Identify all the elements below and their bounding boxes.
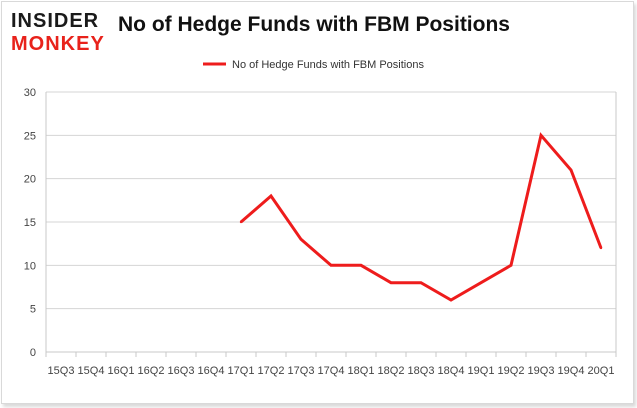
y-tick-label: 10 [24,260,36,272]
y-tick-label: 25 [24,130,36,142]
logo-line-insider: INSIDER [11,10,99,32]
x-tick-label: 18Q2 [378,365,405,377]
x-tick-label: 16Q3 [168,365,195,377]
x-tick-label: 15Q3 [48,365,75,377]
data-point [509,264,513,267]
x-tick-label: 18Q4 [438,365,465,377]
data-point [479,281,483,284]
insider-monkey-logo: INSIDER MONKEY [9,6,119,56]
y-tick-label: 20 [24,174,36,186]
x-tick-label: 17Q4 [318,365,345,377]
data-point [239,220,243,224]
x-tick-label: 19Q3 [528,365,555,377]
y-tick-label: 0 [30,347,36,359]
y-tick-label: 5 [30,304,36,316]
x-tick-label: 15Q4 [78,365,105,377]
chart-title: No of Hedge Funds with FBM Positions [118,13,510,36]
logo-graphic: INSIDER MONKEY [11,10,105,55]
x-tick-label: 19Q1 [468,365,495,377]
data-point [269,194,273,198]
y-tick-label: 15 [24,217,36,229]
legend-label: No of Hedge Funds with FBM Positions [232,59,424,71]
data-point [449,298,453,302]
x-tick-label: 16Q2 [138,365,165,377]
x-tick-label: 17Q2 [258,365,285,377]
data-point [539,134,543,137]
logo-line-monkey: MONKEY [11,33,105,55]
data-point [359,264,363,267]
data-point [389,281,393,284]
x-tick-label: 20Q1 [588,365,615,377]
x-tick-label: 18Q3 [408,365,435,377]
x-tick-label: 18Q1 [348,365,375,377]
x-tick-label: 16Q4 [198,365,225,377]
x-tick-label: 17Q1 [228,365,255,377]
data-point [569,168,573,172]
data-point [419,281,423,284]
data-point [599,246,603,250]
x-tick-label: 19Q2 [498,365,525,377]
x-tick-label: 16Q1 [108,365,135,377]
data-point [329,264,333,267]
series-line-0 [240,132,603,302]
x-tick-label: 17Q3 [288,365,315,377]
x-tick-label: 19Q4 [558,365,585,377]
data-point [299,238,303,241]
y-tick-label: 30 [24,87,36,99]
